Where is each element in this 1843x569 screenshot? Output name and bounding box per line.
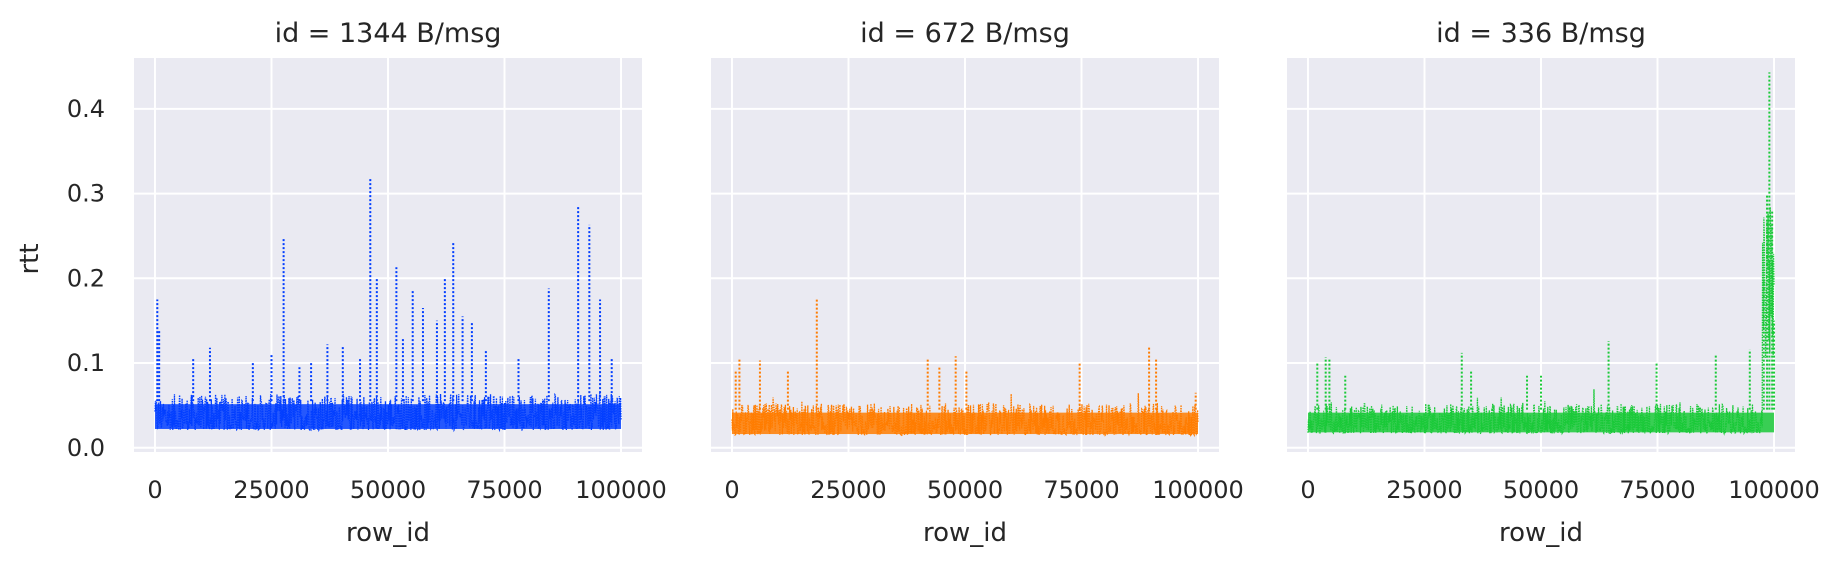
facet-panel-3: 0 25000 50000 75000 100000 id = 336 B/msg row_…: [1287, 18, 1820, 548]
y-tick-label: 0.2: [67, 264, 105, 292]
x-tick-label: 0: [147, 476, 162, 504]
x-tick-label: 100000: [1152, 476, 1244, 504]
x-tick-label: 25000: [810, 476, 886, 504]
facet-panel-1: 0 25000 50000 75000 100000 0.0 0.1 0.2 0.3 0.4 id …: [67, 18, 667, 548]
x-tick-label: 50000: [927, 476, 1003, 504]
y-tick-label: 0.4: [67, 95, 105, 123]
facet-title: id = 1344 B/msg: [275, 18, 502, 49]
x-tick-label: 100000: [575, 476, 667, 504]
x-tick-label: 75000: [1619, 476, 1695, 504]
facet-title: id = 336 B/msg: [1436, 18, 1646, 49]
x-tick-label: 50000: [350, 476, 426, 504]
noise-band: [154, 404, 622, 429]
x-tick-label: 75000: [466, 476, 542, 504]
x-tick-label: 75000: [1043, 476, 1119, 504]
data-series: [731, 298, 1199, 438]
data-series: [1307, 72, 1776, 436]
data-series: [154, 178, 622, 433]
x-axis-label: row_id: [923, 518, 1007, 548]
x-tick-label: 50000: [1503, 476, 1579, 504]
y-tick-label: 0.1: [67, 349, 105, 377]
x-tick-label: 25000: [1386, 476, 1462, 504]
y-axis-label: rtt: [15, 243, 45, 274]
x-axis-label: row_id: [346, 518, 430, 548]
x-tick-label: 0: [724, 476, 739, 504]
x-tick-label: 100000: [1728, 476, 1820, 504]
y-tick-label: 0.0: [67, 434, 105, 462]
noise-band: [731, 412, 1199, 435]
x-tick-label: 0: [1300, 476, 1315, 504]
x-tick-label: 25000: [233, 476, 309, 504]
facet-panel-2: 0 25000 50000 75000 100000 id = 672 B/msg row_…: [711, 18, 1244, 548]
y-tick-label: 0.3: [67, 180, 105, 208]
noise-band: [1307, 412, 1775, 433]
facet-title: id = 672 B/msg: [860, 18, 1070, 49]
x-axis-label: row_id: [1499, 518, 1583, 548]
